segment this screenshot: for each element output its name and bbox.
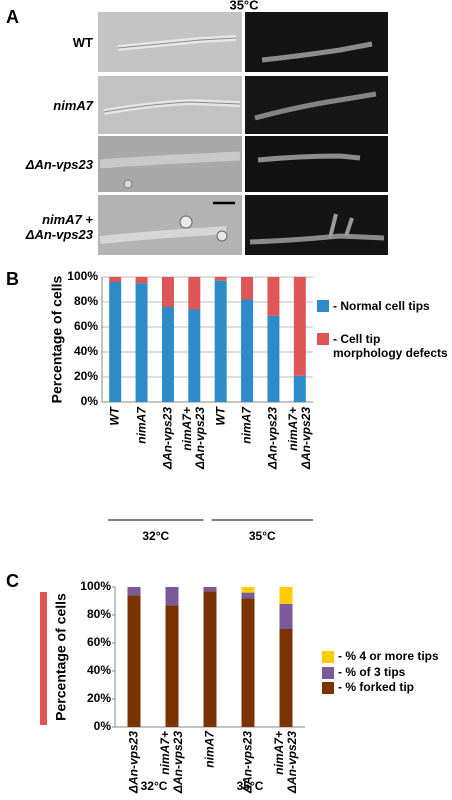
x-tick-label: WT [107, 407, 122, 426]
y-tick-label: 60% [87, 635, 111, 649]
row-label: ΔAn-vps23 [25, 157, 93, 172]
y-tick-label: 60% [74, 319, 98, 333]
bar-segment [241, 598, 255, 727]
y-tick-label: 100% [80, 579, 111, 593]
x-tick-label: nimA7 [202, 731, 217, 768]
bar-segment [188, 277, 201, 310]
x-tick-label: nimA7+ ΔAn-vps23 [180, 407, 208, 470]
x-tick-label: nimA7 [239, 407, 254, 444]
bar-segment [267, 277, 280, 316]
group-label: 32°C [141, 779, 168, 793]
legend-swatch [322, 682, 334, 694]
y-tick-label: 0% [94, 719, 112, 733]
forked-tip [179, 215, 193, 229]
hypha-edge [117, 37, 237, 49]
x-tick-label: WT [213, 407, 228, 426]
bar-segment [293, 277, 306, 376]
bar-segment [135, 277, 148, 284]
bar-segment [241, 592, 255, 599]
x-tick-label: nimA7+ ΔAn-vps23 [285, 407, 313, 470]
x-tick-label: ΔAn-vps23 [160, 407, 175, 470]
bar-segment [165, 587, 179, 606]
panel-label: A [6, 7, 19, 27]
y-tick-label: 80% [74, 294, 98, 308]
bar-segment [279, 603, 293, 629]
x-tick-label: ΔAn-vps23 [265, 407, 280, 470]
row-label: nimA7 [53, 98, 93, 113]
group-label: 35°C [237, 779, 264, 793]
panel-label: B [6, 269, 19, 289]
hypha-signal [254, 91, 377, 121]
x-tick-label: nimA7+ ΔAn-vps23 [272, 731, 299, 794]
legend-swatch [317, 300, 329, 312]
row-label: WT [72, 35, 93, 50]
y-tick-label: 20% [74, 369, 98, 383]
bar-segment [214, 277, 227, 281]
fluorescence-image [245, 195, 388, 255]
x-tick-label: nimA7+ ΔAn-vps23 [158, 731, 185, 794]
legend-label: - % 4 or more tips [338, 649, 439, 663]
bar-segment [127, 595, 141, 727]
panel-label: C [6, 571, 19, 591]
y-tick-label: 0% [81, 394, 99, 408]
hypha-signal [261, 41, 373, 63]
bar-segment [165, 605, 179, 727]
bar-segment [279, 587, 293, 604]
spore [123, 179, 133, 189]
bar-segment [203, 591, 217, 727]
row-label: nimA7 + ΔAn-vps23 [25, 212, 93, 242]
legend-label: - Normal cell tips [333, 299, 430, 313]
hypha-signal [257, 153, 361, 163]
y-axis-title: Percentage of cells [49, 275, 65, 403]
axis-highlight [40, 592, 47, 725]
y-tick-label: 20% [87, 691, 111, 705]
temperature-label: 35°C [229, 0, 259, 12]
legend-label: - % of 3 tips [338, 665, 406, 679]
hypha [99, 151, 241, 169]
x-tick-label: ΔAn-vps23 [126, 731, 141, 794]
legend-label: - Cell tip morphology defects [333, 332, 448, 360]
bar-segment [161, 307, 174, 402]
bar-segment [241, 299, 254, 402]
hypha-signal [249, 233, 385, 245]
group-label: 35°C [249, 529, 276, 543]
bar-segment [161, 277, 174, 307]
hypha-edge [103, 101, 241, 113]
y-tick-label: 80% [87, 607, 111, 621]
bar-segment [109, 277, 122, 282]
fluorescence-image [245, 136, 388, 192]
bar-segment [127, 587, 141, 596]
legend-label: - % forked tip [338, 680, 414, 694]
y-tick-label: 40% [74, 344, 98, 358]
bar-segment [135, 283, 148, 402]
bar-segment [293, 375, 306, 402]
bar-segment [267, 315, 280, 402]
brightfield-image [98, 195, 242, 255]
bar-segment [109, 282, 122, 402]
x-tick-label: nimA7 [134, 407, 149, 444]
x-tick-label: ΔAn-vps23 [240, 731, 255, 794]
hypha [99, 226, 227, 244]
forked-tip [216, 230, 228, 242]
bar-segment [279, 629, 293, 727]
y-tick-label: 100% [67, 269, 98, 283]
group-label: 32°C [142, 529, 169, 543]
fluorescence-image [245, 12, 388, 72]
y-axis-title: Percentage of cells [53, 593, 69, 721]
hypha-signal [328, 213, 354, 239]
bar-segment [241, 587, 255, 593]
legend-swatch [322, 667, 334, 679]
bar-segment [203, 587, 217, 592]
legend-swatch [317, 333, 329, 345]
y-tick-label: 40% [87, 663, 111, 677]
bar-segment [188, 309, 201, 402]
legend-swatch [322, 651, 334, 663]
bar-segment [214, 280, 227, 402]
bar-segment [241, 277, 254, 300]
micrographs [98, 12, 388, 255]
